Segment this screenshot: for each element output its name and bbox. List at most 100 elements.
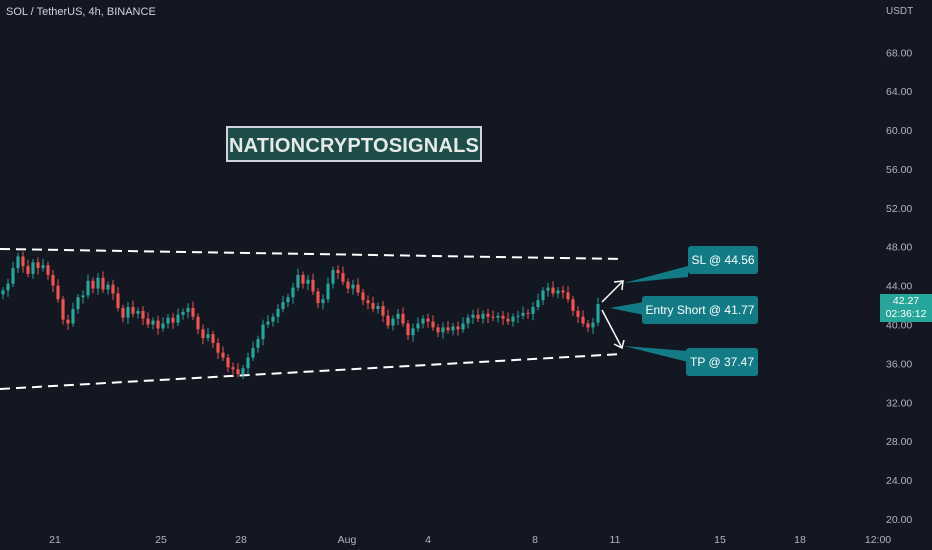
candle-body [116,293,120,308]
candle-body [401,313,405,324]
candle-body [356,284,360,293]
candle-body [76,297,80,309]
price-axis[interactable]: 20.00 24.00 28.00 32.00 36.00 40.00 44.00 48.00… [886,47,912,526]
candle-body [396,313,400,319]
candle-body [461,323,465,330]
candle-body [1,290,5,295]
candle-body [366,300,370,304]
candle-body [51,274,55,286]
candle-body [81,295,85,298]
y-tick-label: 40.00 [886,320,912,332]
candle-body [321,299,325,304]
candle-body [381,306,385,316]
y-tick-label: 60.00 [886,125,912,137]
lower-trendline [0,353,623,390]
candle-body [446,327,450,331]
candle-body [296,274,300,288]
candle-body [146,318,150,325]
candle-countdown: 02:36:12 [885,308,927,320]
x-tick-label: Aug [338,534,357,546]
candle-body [546,287,550,291]
entry-callout-pointer [610,302,644,315]
time-axis[interactable]: 21 25 28 Aug 4 8 11 15 18 12:00 [49,534,891,546]
y-tick-label: 44.00 [886,281,912,293]
candle-body [426,318,430,322]
candle-body [231,367,235,370]
candle-body [291,287,295,298]
candle-body [376,306,380,309]
candle-body [336,270,340,273]
tp-arrow [601,309,623,349]
candle-body [251,347,255,358]
candle-body [456,326,460,330]
x-tick-label: 18 [794,534,806,546]
upper-trendline [0,248,623,260]
y-tick-label: 20.00 [886,514,912,526]
tp-callout-pointer [624,346,688,362]
candle-body [266,321,270,325]
candle-body [566,292,570,300]
candle-body [316,291,320,304]
candle-body [101,277,105,290]
candle-body [556,290,560,294]
candle-body [466,317,470,324]
candle-body [521,312,525,316]
candle-body [506,318,510,322]
candle-body [481,313,485,319]
candle-body [156,320,160,329]
candle-body [196,316,200,330]
candle-body [511,316,515,322]
y-tick-label: 24.00 [886,475,912,487]
candle-body [66,319,70,324]
candle-body [6,283,10,291]
candle-body [86,280,90,296]
y-tick-label: 32.00 [886,397,912,409]
x-tick-label: 25 [155,534,167,546]
candle-body [331,270,335,284]
level-arrows [601,266,688,362]
candle-body [371,303,375,309]
candle-body [571,299,575,311]
candle-body [486,313,490,317]
candle-body [391,318,395,326]
candle-body [176,314,180,323]
candle-body [246,357,250,369]
candle-body [311,279,315,292]
current-price-badge: 42.27 02:36:12 [880,294,932,322]
candle-body [221,352,225,358]
candle-body [161,323,165,329]
candle-body [516,315,520,317]
candle-body [111,284,115,294]
candle-body [276,308,280,317]
x-tick-label: 4 [425,534,431,546]
candle-body [501,315,505,319]
candle-body [451,326,455,331]
candle-body [241,368,245,375]
candle-body [346,281,350,289]
candle-body [281,302,285,309]
watermark-banner: NATIONCRYPTOSIGNALS [226,126,482,162]
candle-body [71,308,75,324]
candle-body [206,334,210,339]
candle-body [411,328,415,336]
candle-body [361,292,365,301]
sl-arrow-head [613,280,624,291]
candle-body [106,284,110,290]
candle-body [26,266,30,274]
candle-body [341,272,345,282]
candle-body [191,307,195,317]
y-tick-label: 48.00 [886,242,912,254]
x-tick-label: 11 [610,534,621,546]
candle-body [586,323,590,328]
candle-body [166,317,170,324]
y-tick-label: 28.00 [886,436,912,448]
candle-body [536,300,540,308]
candle-body [431,321,435,328]
candle-body [496,315,500,318]
x-tick-label: 15 [714,534,726,546]
sl-arrow [601,280,624,303]
candle-body [186,307,190,312]
trend-channel [0,248,623,390]
candle-body [121,307,125,318]
